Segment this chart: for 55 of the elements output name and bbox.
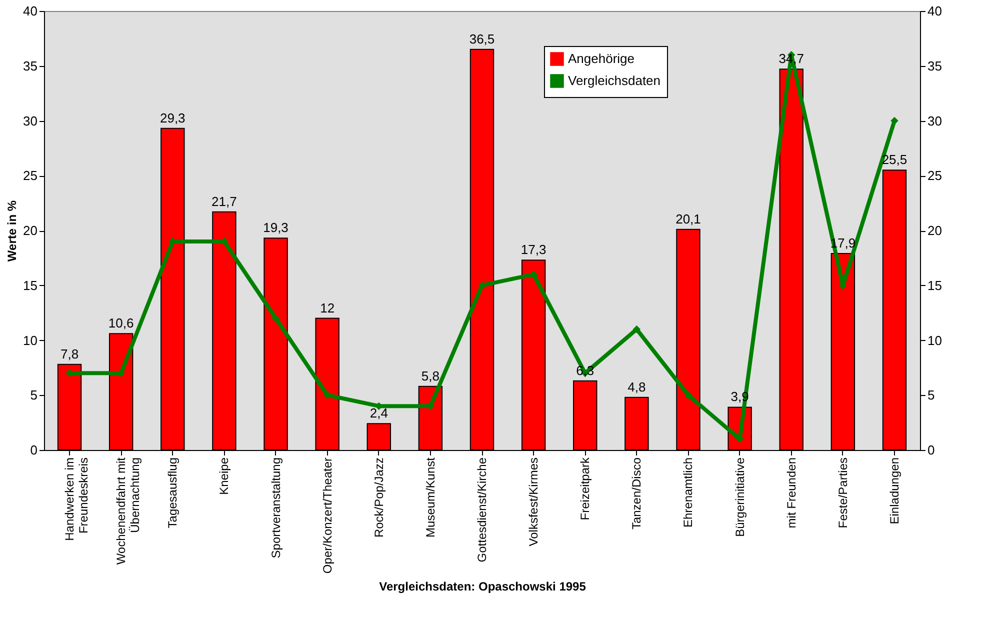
data-label: 10,6: [108, 316, 134, 331]
data-label: 19,3: [263, 220, 288, 236]
y-tick-label: 5: [30, 388, 38, 403]
data-label: 20,1: [676, 211, 701, 226]
x-tick-label: Ehrenamtlich: [681, 458, 696, 528]
point: [272, 314, 280, 322]
y-tick-label: 15: [23, 278, 38, 293]
y2-tick-label: 10: [928, 332, 942, 348]
y2-tick-label: 15: [928, 278, 942, 293]
legend-label: Vergleichsdaten: [568, 73, 661, 88]
y-tick-label: 10: [23, 332, 38, 348]
x-tick-label: Bürgerinitiative: [732, 457, 747, 537]
x-tick-label: Sportveranstaltung: [268, 458, 283, 558]
y2-tick-label: 40: [928, 4, 942, 18]
data-label: 17,3: [520, 242, 546, 258]
y-tick-label: 25: [23, 168, 38, 184]
data-label: 36,5: [469, 31, 495, 46]
y-tick-label: 20: [23, 223, 38, 238]
y-tick-label: 30: [23, 113, 38, 128]
x-tick-label: Museum/Kunst: [423, 456, 438, 538]
data-label: 29,3: [160, 110, 186, 126]
x-tick-label: Tanzen/Disco: [630, 457, 644, 530]
x-tick-label: Gottesdienst/Kirche: [475, 457, 489, 562]
y2-tick-label: 5: [928, 388, 935, 403]
x-axis-title: Vergleichsdaten: Opaschowski 1995: [379, 580, 586, 594]
data-label: 12: [320, 300, 335, 316]
x-tick-label: Kneipe: [217, 457, 232, 495]
y2-tick-label: 25: [928, 168, 942, 184]
data-label: 2,4: [370, 406, 388, 421]
point: [684, 391, 692, 399]
y-tick-label: 40: [23, 4, 38, 18]
point: [632, 325, 641, 334]
x-tick-label: Tagesausflug: [166, 458, 180, 528]
x-tick-label: Einladungen: [887, 458, 902, 524]
x-tick-label: Rock/Pop/Jazz: [372, 458, 386, 538]
y2-tick-label: 30: [928, 113, 942, 128]
x-tick-label: Handwerken im Freundeskreis: [62, 458, 91, 541]
legend-label: Angehörige: [568, 51, 634, 66]
y-tick-label: 0: [30, 442, 38, 458]
x-tick-label: Freizeitpark: [578, 456, 592, 520]
x-tick-label: mit Freunden: [784, 458, 798, 528]
point: [478, 282, 486, 290]
y2-tick-label: 20: [928, 223, 942, 238]
data-label: 5,8: [421, 368, 440, 384]
x-tick-label: Feste/Parties: [836, 458, 850, 528]
x-tick-label: Volksfest/Kirmes: [526, 458, 541, 546]
y-tick-label: 35: [23, 58, 38, 74]
x-tick-label: Oper/Konzert/Theater: [320, 458, 334, 574]
data-label: 21,7: [212, 194, 237, 209]
data-label: 4,8: [628, 379, 646, 394]
y2-tick-label: 0: [928, 442, 935, 458]
y-axis-title: Werte in %: [5, 200, 20, 262]
data-label: 7,8: [60, 346, 79, 362]
y2-tick-label: 35: [928, 58, 942, 74]
x-tick-label: Wochenendfahrt mit Übernachtung: [114, 456, 142, 565]
